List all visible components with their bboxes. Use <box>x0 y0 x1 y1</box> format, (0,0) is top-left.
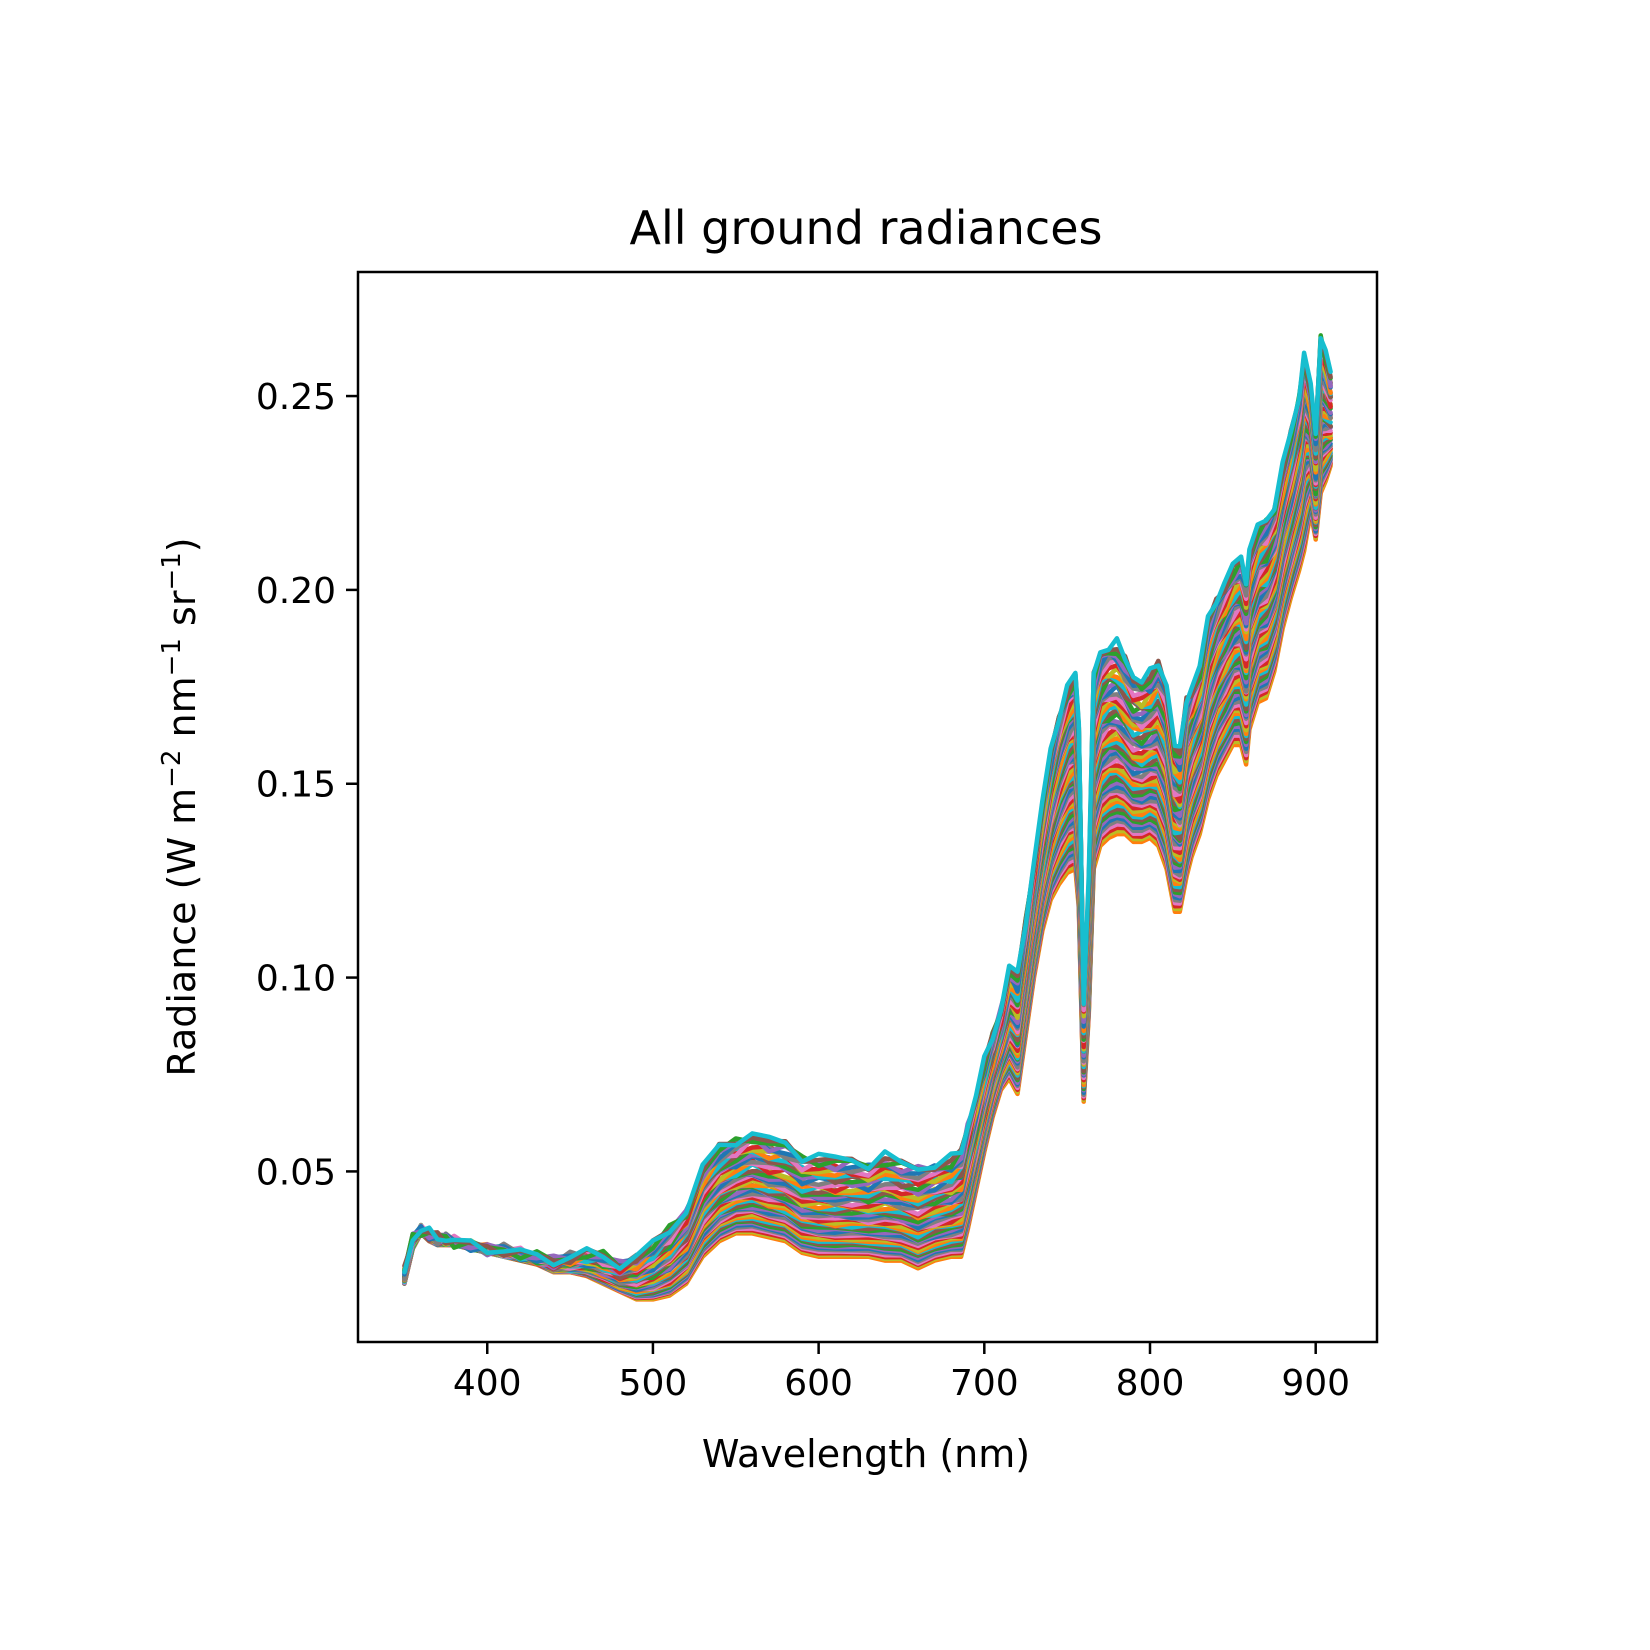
y-label-exp3: −1 <box>157 552 187 590</box>
y-label-exp2: −1 <box>157 638 187 676</box>
spectrum-line <box>402 460 1333 1301</box>
y-label-mid2: sr <box>160 590 204 638</box>
x-tick-label: 400 <box>453 1363 522 1404</box>
y-tick-label: 0.20 <box>256 571 336 612</box>
x-tick-label: 900 <box>1281 1363 1350 1404</box>
y-tick-label: 0.10 <box>256 959 336 1000</box>
y-label-exp1: −2 <box>157 750 187 788</box>
y-label-prefix: Radiance (W m <box>160 788 204 1077</box>
y-label-mid1: nm <box>160 676 204 749</box>
x-tick-label: 600 <box>784 1363 853 1404</box>
plot-frame <box>356 270 1379 1344</box>
y-label-suffix: ) <box>160 537 204 552</box>
y-tick-label: 0.15 <box>256 765 336 806</box>
y-axis-label: Radiance (W m−2 nm−1 sr−1) <box>157 537 204 1076</box>
x-axis-label: Wavelength (nm) <box>702 1432 1030 1476</box>
chart-title: All ground radiances <box>629 201 1102 255</box>
x-tick-label: 700 <box>950 1363 1019 1404</box>
x-axis-ticks: 400 500 600 700 800 900 <box>453 1342 1350 1404</box>
series-group <box>402 333 1333 1302</box>
y-axis-ticks: 0.05 0.10 0.15 0.20 0.25 <box>256 377 358 1193</box>
spectrum-line <box>402 335 1333 1275</box>
y-tick-label: 0.25 <box>256 377 336 418</box>
x-tick-label: 500 <box>619 1363 688 1404</box>
y-tick-label: 0.05 <box>256 1152 336 1193</box>
x-tick-label: 800 <box>1116 1363 1185 1404</box>
